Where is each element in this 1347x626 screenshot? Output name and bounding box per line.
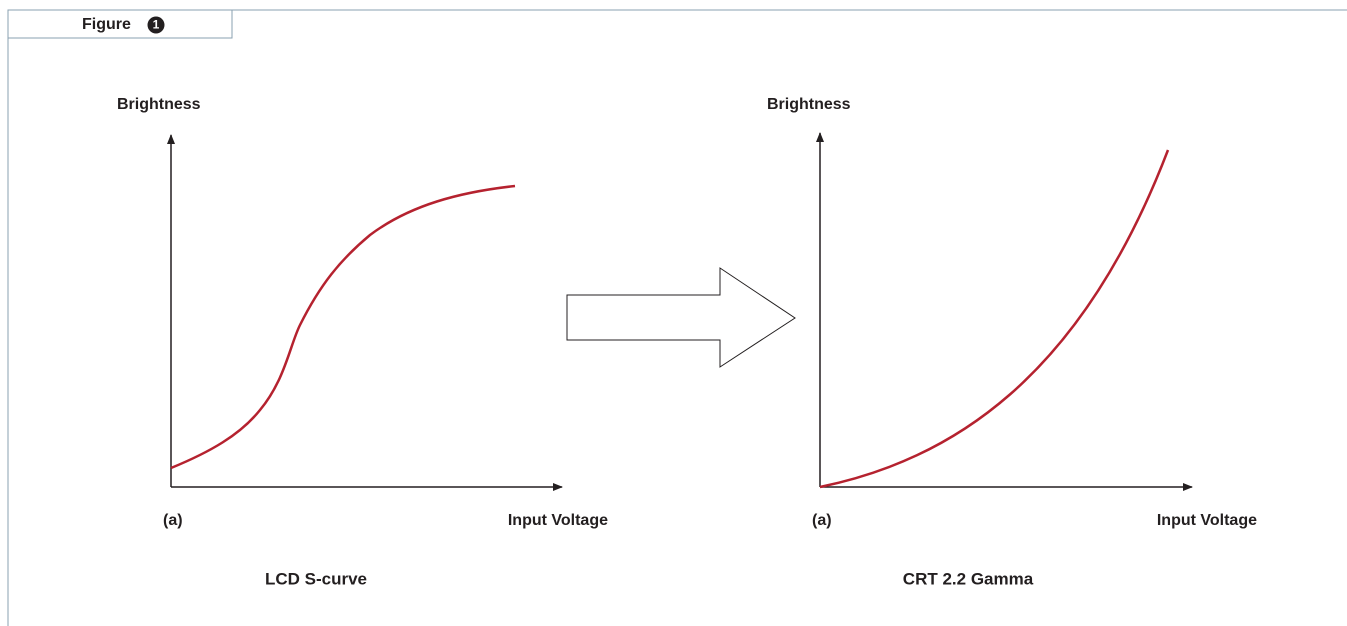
- y-axis-label: Brightness: [767, 96, 851, 113]
- figure-number-badge: [147, 16, 165, 34]
- s-curve: [170, 184, 516, 470]
- corner-label: (a): [163, 512, 183, 529]
- caption: LCD S-curve: [265, 569, 367, 588]
- panel-lcd: Brightness (a) Input Voltage LCD S-curve: [117, 96, 608, 588]
- figure-number: 1: [153, 18, 160, 32]
- x-axis-label: Input Voltage: [508, 512, 608, 529]
- caption: CRT 2.2 Gamma: [903, 569, 1034, 588]
- y-axis-label: Brightness: [117, 96, 201, 113]
- corner-label: (a): [812, 512, 832, 529]
- gamma-curve: [819, 149, 1170, 489]
- figure-tab: [7, 9, 233, 39]
- x-axis-label: Input Voltage: [1157, 512, 1257, 529]
- figure-label: Figure: [82, 16, 131, 33]
- panel-crt: Brightness (a) Input Voltage CRT 2.2 Gam…: [767, 96, 1257, 588]
- transform-arrow: [566, 267, 796, 368]
